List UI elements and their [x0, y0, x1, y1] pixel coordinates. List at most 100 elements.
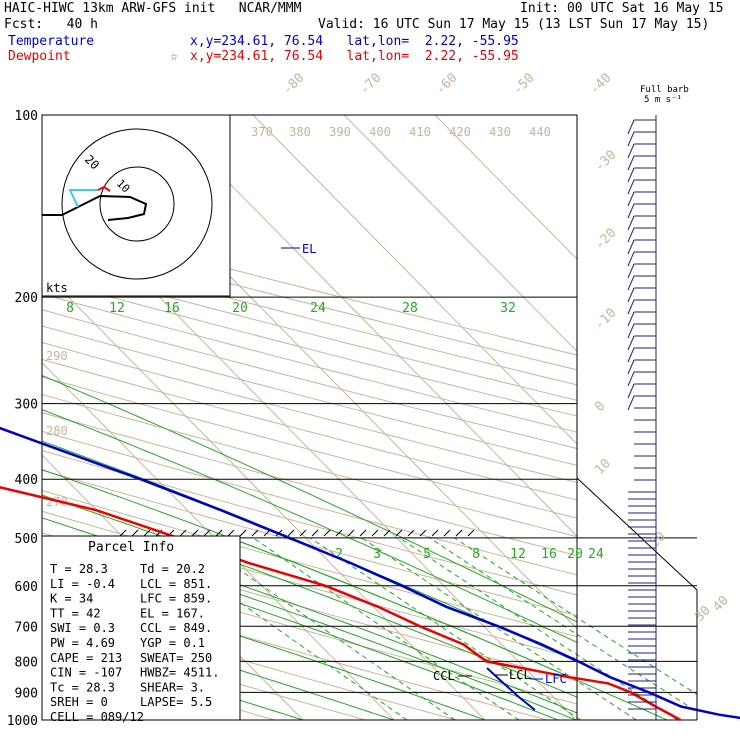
mixing-ratio-label: 2 [335, 547, 343, 562]
hatch-mark [359, 529, 367, 537]
hatch-mark [443, 529, 451, 537]
moist-label: 20 [232, 301, 248, 316]
el-label: EL [302, 242, 316, 256]
isotherm-line [434, 115, 577, 260]
theta-label: 420 [449, 125, 471, 139]
dry-adiabat-line [42, 247, 577, 386]
dry-adiabat-line [42, 430, 577, 576]
wind-barb-flag [627, 119, 635, 135]
theta-label: 280 [46, 424, 68, 438]
wind-barb-flag [627, 371, 635, 387]
parcel-info-value: LCL = 851. [140, 577, 212, 591]
parcel-info-key: Tc = 28.3 [50, 680, 115, 694]
hatch-mark [335, 529, 343, 537]
wind-barb-flag [627, 359, 635, 375]
wind-barb-flag [627, 203, 635, 219]
wind-barb-flag [627, 383, 635, 399]
mixing-ratio-label: 5 [423, 547, 431, 562]
hatch-mark [215, 529, 223, 537]
hodograph-ring-inner [99, 166, 175, 242]
parcel-info-key: K = 34 [50, 592, 93, 606]
pressure-label-300: 300 [15, 398, 38, 413]
mixing-ratio-label: 20 [567, 547, 583, 562]
hatch-mark [311, 529, 319, 537]
wind-barb-flag [627, 215, 635, 231]
hodograph-trace-red [97, 185, 111, 192]
hatch-mark [455, 529, 463, 537]
dry-adiabat-line [42, 325, 577, 466]
hodograph-trace-upper [68, 189, 98, 208]
pressure-label-800: 800 [15, 655, 38, 670]
parcel-info-value: YGP = 0.1 [140, 636, 205, 650]
pressure-label-200: 200 [15, 291, 38, 306]
wind-barb-flag [627, 335, 635, 351]
hatch-mark [431, 529, 439, 537]
parcel-info-key: T = 28.3 [50, 562, 108, 576]
hatch-mark [239, 529, 247, 537]
parcel-info-value: LFC = 859. [140, 592, 212, 606]
pressure-label-900: 900 [15, 686, 38, 701]
isotherm-label: 10 [592, 456, 614, 478]
temperature-location: x,y=234.61, 76.54 lat,lon= 2.22, -55.95 [190, 34, 519, 49]
moist-adiabat-line [42, 374, 577, 623]
parcel-info-value: SWEAT= 250 [140, 651, 212, 665]
dry-adiabat-line [42, 600, 459, 720]
wind-barb-flag [627, 299, 635, 315]
hatch-mark [323, 529, 331, 537]
theta-label: 400 [369, 125, 391, 139]
dry-adiabat-line [42, 625, 368, 720]
hatch-mark [407, 529, 415, 537]
isotherm-label: -30 [592, 148, 619, 175]
parcel-path [486, 667, 536, 711]
theta-label: 290 [46, 349, 68, 363]
pressure-label-500: 500 [15, 532, 38, 547]
wind-barb-flag [627, 155, 635, 171]
mixing-ratio-line [399, 537, 678, 720]
wind-barb-key-title: Full barb [640, 85, 689, 95]
moist-adiabat-line [42, 494, 577, 698]
isotherm-label: -40 [587, 71, 614, 98]
isotherm-label: -80 [280, 71, 307, 98]
mixing-ratio-label: 24 [588, 547, 604, 562]
parcel-info-value: HWBZ= 4511. [140, 666, 219, 680]
temperature-legend-label: Temperature [8, 34, 95, 49]
hatch-mark [251, 529, 259, 537]
parcel-info-key: CIN = -107 [50, 666, 122, 680]
wind-barb-flag [627, 239, 635, 255]
parcel-info-value: CCL = 849. [140, 621, 212, 635]
mixing-ratio-label: 8 [472, 547, 480, 562]
hatch-mark [119, 529, 127, 537]
parcel-info-key: TT = 42 [50, 606, 101, 620]
isotherm-label: 30 [692, 603, 714, 625]
mixing-ratio-line [429, 537, 697, 713]
mixing-ratio-label: 12 [510, 547, 526, 562]
parcel-info-key: CELL = 089/12 [50, 710, 144, 724]
hatch-mark [191, 529, 199, 537]
moist-label: 12 [109, 301, 125, 316]
temperature-profile [0, 426, 740, 720]
theta-label: 440 [529, 125, 551, 139]
parcel-info-key: SWI = 0.3 [50, 621, 115, 635]
theta-label: 390 [329, 125, 351, 139]
parcel-info-value: LAPSE= 5.5 [140, 695, 212, 709]
pressure-label-400: 400 [15, 473, 38, 488]
wind-barb-flag [627, 395, 635, 411]
theta-label: 370 [251, 125, 273, 139]
hatch-mark [419, 529, 427, 537]
hatch-mark [227, 529, 235, 537]
wind-barb-flag [627, 323, 635, 339]
dry-adiabat-line [42, 450, 577, 596]
moist-label: 24 [310, 301, 326, 316]
parcel-info-value: SHEAR= 3. [140, 680, 205, 694]
dry-adiabat-line [42, 510, 577, 659]
isotherm-label: -70 [357, 71, 384, 98]
parcel-info-box [41, 535, 241, 721]
hatch-mark [371, 529, 379, 537]
hatch-mark [347, 529, 355, 537]
parcel-info-key: LI = -0.4 [50, 577, 115, 591]
dewpoint-location: x,y=234.61, 76.54 lat,lon= 2.22, -55.95 [190, 49, 519, 64]
ccl-label: CCL [433, 669, 455, 683]
wind-barb-flag [627, 311, 635, 327]
dry-adiabat-line [42, 489, 577, 638]
